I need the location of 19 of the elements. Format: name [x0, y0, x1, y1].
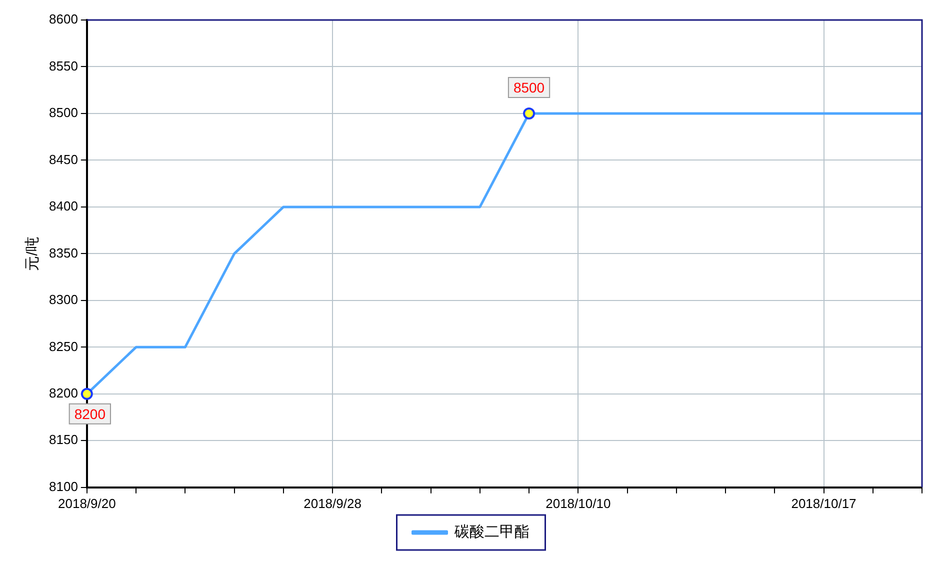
x-tick-label: 2018/9/28 [304, 496, 362, 511]
y-tick-label: 8500 [49, 105, 78, 120]
y-tick-label: 8350 [49, 245, 78, 260]
y-tick-label: 8250 [49, 338, 78, 354]
x-tick-label: 2018/10/10 [546, 496, 611, 511]
x-tick-label: 2018/9/20 [58, 496, 116, 511]
y-tick-label: 8400 [49, 198, 78, 214]
y-tick-label: 8150 [49, 432, 78, 448]
x-tick-label: 2018/10/17 [791, 496, 856, 511]
y-tick-label: 8550 [49, 58, 78, 74]
y-tick-label: 8100 [49, 478, 78, 494]
y-tick-label: 8600 [49, 12, 78, 27]
y-axis-title: 元/吨 [24, 236, 42, 271]
legend-label: 碳酸二甲酯 [453, 524, 530, 541]
data-label: 8500 [513, 79, 545, 96]
y-tick-label: 8300 [49, 292, 78, 308]
data-label: 8200 [74, 406, 106, 422]
y-tick-label: 8200 [49, 386, 78, 400]
y-tick-label: 8450 [49, 152, 78, 167]
